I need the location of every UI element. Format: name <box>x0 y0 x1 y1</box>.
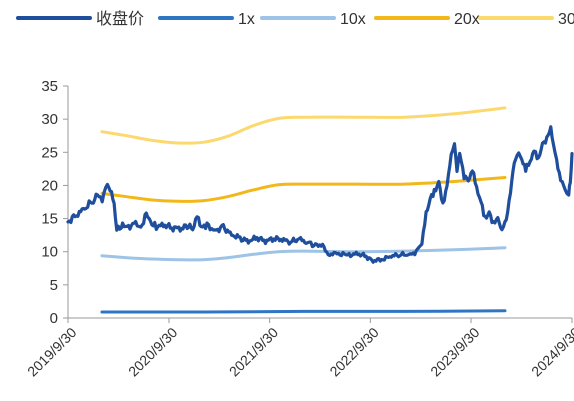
x-tick-label: 2019/9/30 <box>24 324 80 380</box>
series-line-1x <box>100 309 507 314</box>
y-tick-label: 20 <box>41 177 58 194</box>
legend-label-20x: 20x <box>454 11 480 28</box>
plot-area <box>66 106 574 314</box>
series-line-close <box>66 125 574 264</box>
legend-label-close: 收盘价 <box>96 9 144 28</box>
y-axis: 0 5 10 15 20 25 30 35 <box>41 78 69 327</box>
x-axis: 2019/9/30 2020/9/30 2021/9/30 2022/9/30 2023… <box>24 317 574 380</box>
x-tick-label: 2021/9/30 <box>226 324 282 380</box>
legend-label-10x: 10x <box>340 11 366 28</box>
series-line-20x <box>100 176 507 203</box>
x-tick-label: 2022/9/30 <box>326 324 382 380</box>
x-tick-label: 2023/9/30 <box>427 324 483 380</box>
y-tick-label: 30 <box>41 111 58 128</box>
series-line-10x <box>100 246 507 262</box>
y-tick-label: 10 <box>41 244 58 261</box>
series-line-30x <box>100 106 507 145</box>
x-tick-label: 2020/9/30 <box>125 324 181 380</box>
legend-label-1x: 1x <box>238 11 255 28</box>
y-tick-label: 35 <box>41 78 58 95</box>
y-tick-label: 15 <box>41 211 58 228</box>
y-tick-label: 25 <box>41 144 58 161</box>
y-tick-label: 0 <box>50 310 58 327</box>
legend: 收盘价 1x 10x 20x 30x <box>16 9 574 28</box>
legend-label-30x: 30x <box>558 11 574 28</box>
x-tick-label: 2024/9/30 <box>528 324 574 380</box>
y-tick-label: 5 <box>50 277 58 294</box>
